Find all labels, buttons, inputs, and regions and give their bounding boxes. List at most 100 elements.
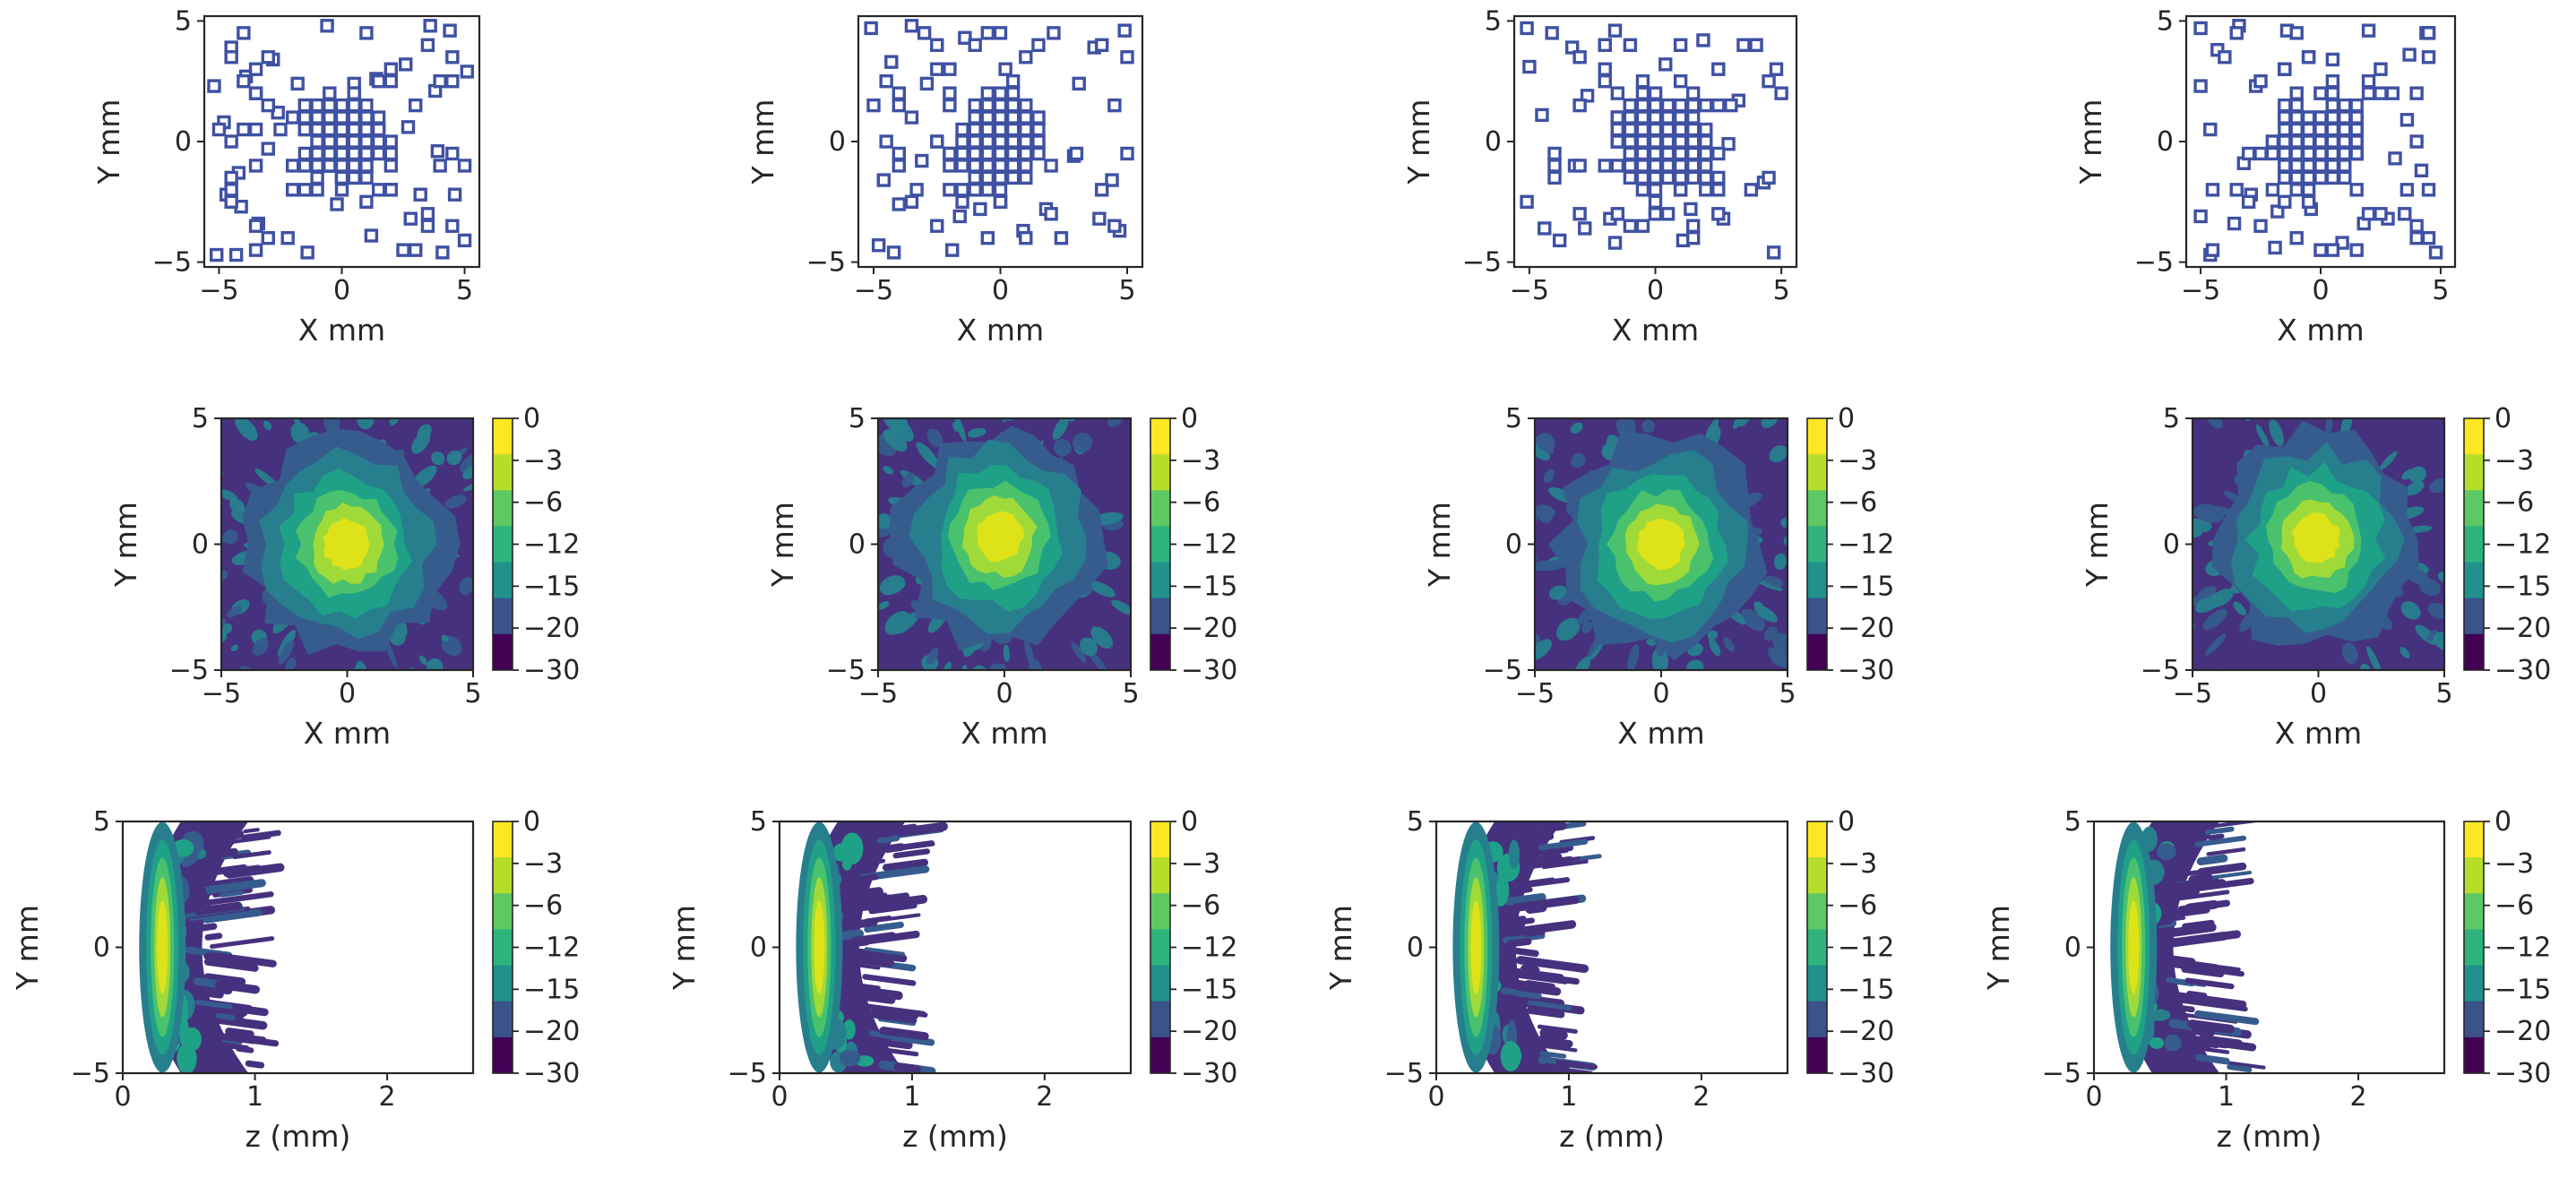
sidelobe-streak xyxy=(1509,920,1577,937)
colorbar-segment xyxy=(1807,454,1827,491)
element-marker xyxy=(334,98,349,113)
element-marker xyxy=(1648,122,1663,137)
speckle xyxy=(1024,639,1035,668)
element-marker xyxy=(1031,110,1046,125)
sidelobe-streak xyxy=(854,954,894,967)
sidelobe-streak xyxy=(194,901,243,916)
focal-blob xyxy=(2149,1036,2165,1049)
sidelobe-streak xyxy=(204,933,223,941)
element-marker xyxy=(1648,110,1663,125)
sidelobe-streak xyxy=(212,1041,250,1051)
speckle xyxy=(263,420,272,431)
element-marker xyxy=(1673,122,1688,137)
colorbar-label: 0 xyxy=(523,403,540,434)
element-marker xyxy=(248,122,263,137)
colorbar-label: −30 xyxy=(1838,655,1894,686)
element-marker xyxy=(297,183,313,197)
element-marker xyxy=(2409,134,2424,149)
speckle xyxy=(390,630,406,646)
speckle xyxy=(1548,585,1567,600)
colorbar-segment xyxy=(1150,490,1170,527)
element-layout-panel-1: −5 0 5 5 0 −5 X mm Y mm xyxy=(91,5,481,348)
element-marker xyxy=(1547,146,1562,161)
element-marker xyxy=(1685,159,1701,173)
colorbar-segment xyxy=(1807,490,1827,527)
sidelobe-streak xyxy=(2170,888,2200,899)
element-marker xyxy=(1623,219,1638,233)
beam-contours xyxy=(878,418,1131,670)
y-tick-label: 5 xyxy=(2064,806,2081,838)
speckle xyxy=(1756,579,1783,591)
speckle xyxy=(1570,452,1586,469)
colorbar-label: −15 xyxy=(2494,571,2551,602)
speckle xyxy=(446,450,462,466)
element-marker xyxy=(285,110,300,125)
y-axis-label: Y mm xyxy=(1422,502,1457,588)
colorbar-label: −6 xyxy=(1838,890,1877,922)
colorbar-segment xyxy=(1807,929,1827,967)
speckle xyxy=(1707,630,1719,641)
element-marker xyxy=(359,170,374,185)
colorbar-segment xyxy=(1807,562,1827,599)
sidelobe-streak xyxy=(2167,996,2248,1012)
y-axis-label: Y mm xyxy=(91,99,126,185)
speckle xyxy=(1620,669,1639,699)
sidelobe-streak xyxy=(215,836,236,847)
speckle xyxy=(2399,647,2410,658)
element-marker xyxy=(2227,216,2242,231)
speckle xyxy=(1538,506,1554,523)
focal-blob xyxy=(842,858,852,871)
colorbar-label: −15 xyxy=(523,974,580,1005)
speckle xyxy=(1740,608,1765,632)
focal-contour xyxy=(2128,900,2140,994)
element-marker xyxy=(2278,170,2292,185)
colorbar-segment xyxy=(2464,526,2484,563)
x-tick-label: −5 xyxy=(1510,275,1549,306)
element-marker xyxy=(1648,194,1663,210)
element-marker xyxy=(2399,113,2415,127)
element-marker xyxy=(447,187,462,202)
colorbar-label: −6 xyxy=(1838,487,1877,519)
element-marker xyxy=(1699,122,1713,137)
speckle xyxy=(278,640,294,665)
element-marker xyxy=(2409,219,2424,233)
x-tick-label: −5 xyxy=(854,275,893,306)
speckle xyxy=(2269,418,2284,447)
element-marker xyxy=(1005,110,1021,125)
element-marker xyxy=(1648,159,1663,173)
element-marker xyxy=(955,183,969,197)
sidelobe-streak xyxy=(885,844,914,851)
element-marker xyxy=(347,122,361,137)
element-marker xyxy=(1711,183,1726,197)
element-marker xyxy=(943,159,957,173)
y-tick-label: 5 xyxy=(2163,403,2180,434)
element-marker xyxy=(1623,159,1638,173)
colorbar-segment xyxy=(1807,965,1827,1002)
y-axis-label: Y mm xyxy=(1401,99,1436,185)
x-axis-label: z (mm) xyxy=(1559,1119,1665,1154)
colorbar-segment xyxy=(2464,562,2484,599)
element-marker xyxy=(1711,146,1726,161)
element-marker xyxy=(892,197,906,211)
sidelobe-streak xyxy=(2158,932,2228,950)
speckle xyxy=(431,451,445,466)
speckle xyxy=(202,467,222,484)
element-marker xyxy=(866,98,881,113)
colorbar-segment xyxy=(1807,418,1827,455)
colorbar-segment xyxy=(493,490,513,527)
speckle xyxy=(390,667,419,703)
x-tick-label: 0 xyxy=(333,275,350,306)
element-marker xyxy=(1019,50,1033,64)
speckle xyxy=(1536,433,1555,451)
x-tick-label: −5 xyxy=(2173,678,2212,709)
element-layout-panel-2: −5 0 5 0 −5 X mm Y mm xyxy=(745,14,1144,348)
element-marker xyxy=(955,146,969,161)
y-tick-label: 0 xyxy=(829,126,846,158)
element-marker xyxy=(347,159,361,173)
element-marker xyxy=(1673,110,1688,125)
colorbar-segment xyxy=(1150,562,1170,599)
element-marker xyxy=(2301,122,2316,137)
element-marker xyxy=(347,146,361,161)
y-axis-label: Y mm xyxy=(745,99,780,185)
x-axis-label: z (mm) xyxy=(246,1119,351,1154)
